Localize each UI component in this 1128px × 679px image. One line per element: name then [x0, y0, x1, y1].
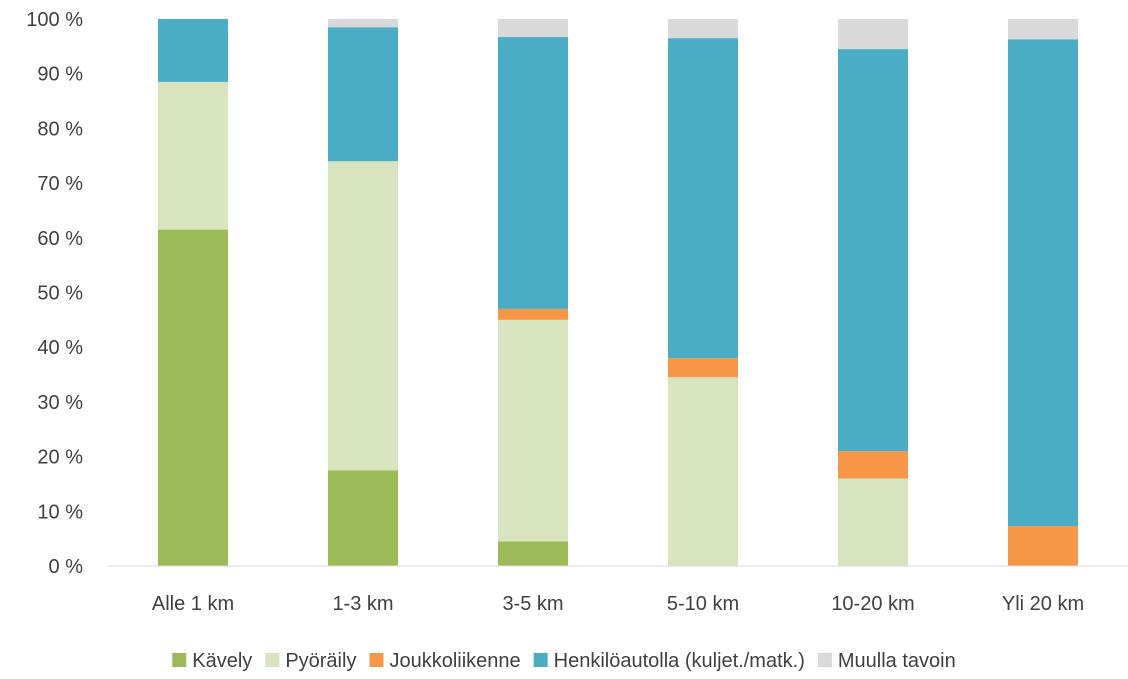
x-tick-label: Alle 1 km	[152, 593, 234, 615]
bar-segment	[838, 49, 908, 452]
bar-segment	[498, 319, 568, 542]
bar-segment	[328, 161, 398, 471]
bar-segment	[498, 308, 568, 320]
y-axis-ticks: 0 % 10 % 20 % 30 % 40 % 50 % 60 % 70 % 80 % 90 % 1…	[26, 9, 83, 578]
bar-segment	[838, 19, 908, 50]
y-tick-label: 80 %	[37, 118, 83, 140]
y-tick-label: 70 %	[37, 173, 83, 195]
y-tick-label: 20 %	[37, 447, 83, 469]
y-tick-label: 30 %	[37, 392, 83, 414]
x-tick-label: Yli 20 km	[1002, 593, 1084, 615]
y-tick-label: 90 %	[37, 64, 83, 86]
bar-segment	[668, 38, 738, 359]
bar-segment	[328, 470, 398, 566]
legend-label: Muulla tavoin	[838, 650, 956, 672]
legend-label: Joukkoliikenne	[389, 650, 520, 672]
y-tick-label: 50 %	[37, 283, 83, 305]
bar-segment	[328, 19, 398, 28]
bar-segment	[838, 451, 908, 479]
legend-swatch	[265, 653, 280, 667]
bar-segment	[158, 81, 228, 230]
bar-segment	[838, 478, 908, 566]
x-tick-label: 1-3 km	[332, 593, 393, 615]
x-axis-ticks: Alle 1 km 1-3 km 3-5 km 5-10 km 10-20 km Yli …	[152, 593, 1084, 615]
bar-segment	[668, 19, 738, 39]
legend-label: Kävely	[192, 650, 252, 672]
bar-segment	[668, 358, 738, 378]
y-tick-label: 40 %	[37, 337, 83, 359]
bar-segment	[1008, 39, 1078, 527]
bar-segment	[1008, 526, 1078, 566]
legend-swatch	[369, 653, 384, 667]
x-tick-label: 3-5 km	[502, 593, 563, 615]
y-tick-label: 60 %	[37, 228, 83, 250]
legend: Kävely Pyöräily Joukkoliikenne Henkilöautol…	[172, 650, 956, 672]
y-tick-label: 100 %	[26, 9, 83, 31]
x-tick-label: 5-10 km	[667, 593, 739, 615]
bar-segment	[1008, 19, 1078, 40]
bar-segment	[158, 229, 228, 566]
bar-segment	[498, 19, 568, 38]
y-tick-label: 0 %	[49, 556, 84, 578]
x-tick-label: 10-20 km	[831, 593, 914, 615]
bar-stacks	[158, 19, 1078, 566]
legend-swatch	[172, 653, 187, 667]
legend-label: Henkilöautolla (kuljet./matk.)	[554, 650, 805, 672]
bar-segment	[668, 377, 738, 566]
legend-label: Pyöräily	[285, 650, 356, 672]
bar-segment	[158, 19, 228, 82]
legend-swatch	[817, 653, 832, 667]
legend-swatch	[533, 653, 548, 667]
bar-segment	[498, 37, 568, 309]
y-tick-label: 10 %	[37, 501, 83, 523]
bar-segment	[498, 541, 568, 566]
bar-segment	[328, 27, 398, 162]
